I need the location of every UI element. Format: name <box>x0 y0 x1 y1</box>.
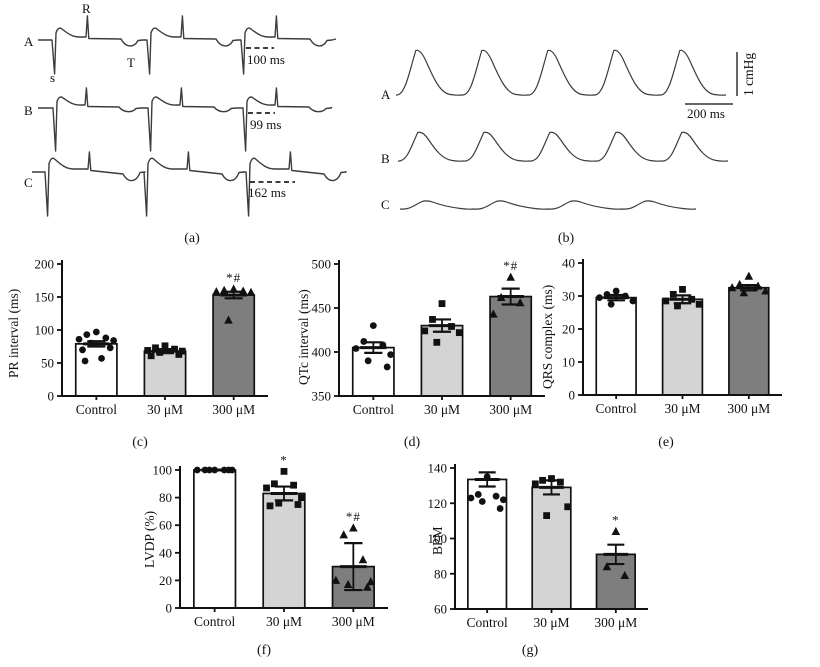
ecg-trace-label-b: B <box>24 103 33 118</box>
time-scale-label: 200 ms <box>687 106 725 121</box>
ecg-trace-label-a: A <box>24 34 34 49</box>
svg-text:30 μM: 30 μM <box>266 614 302 629</box>
panel-d-caption: (d) <box>403 435 421 450</box>
pressure-trace-label-c: C <box>381 197 390 212</box>
svg-text:30 μM: 30 μM <box>533 615 569 630</box>
t-wave-label: T <box>127 55 135 70</box>
svg-text:150: 150 <box>35 290 55 305</box>
pressure-trace-plot <box>395 49 738 210</box>
svg-text:30 μM: 30 μM <box>424 402 460 417</box>
ecg-trace-plot <box>32 15 347 217</box>
svg-text:Control: Control <box>76 402 118 417</box>
panel-a-caption: (a) <box>184 231 200 246</box>
interval-measurement-a: 100 ms <box>247 52 285 67</box>
panel-f-caption: (f) <box>257 643 271 658</box>
svg-text:500: 500 <box>312 257 332 272</box>
interval-measurement-c: 162 ms <box>248 185 286 200</box>
svg-text:*#: *# <box>226 270 241 285</box>
svg-text:Control: Control <box>194 614 236 629</box>
svg-text:100: 100 <box>35 323 55 338</box>
svg-text:0: 0 <box>569 388 576 403</box>
svg-text:30 μM: 30 μM <box>147 402 183 417</box>
svg-text:*: * <box>612 512 620 527</box>
svg-text:0: 0 <box>48 389 55 404</box>
panel-g-caption: (g) <box>521 643 539 658</box>
svg-text:*#: *# <box>503 258 518 273</box>
svg-text:300 μM: 300 μM <box>212 402 255 417</box>
bpm-axis-label: BPM <box>430 526 445 555</box>
pr-interval-bar-chart: 0 50 100 150 200 Control 30 μM 300 μM *# <box>35 257 268 417</box>
svg-text:Control: Control <box>353 402 395 417</box>
svg-text:300 μM: 300 μM <box>489 402 532 417</box>
svg-text:60: 60 <box>434 602 447 617</box>
svg-text:300 μM: 300 μM <box>594 615 637 630</box>
qtc-interval-bar-chart: 350 400 450 500 Control 30 μM 300 μM *# <box>312 257 545 417</box>
svg-text:450: 450 <box>312 301 332 316</box>
svg-text:120: 120 <box>428 496 448 511</box>
svg-text:30 μM: 30 μM <box>664 401 700 416</box>
svg-text:140: 140 <box>428 461 448 476</box>
pressure-trace-label-b: B <box>381 151 390 166</box>
svg-text:*: * <box>280 452 288 467</box>
svg-text:40: 40 <box>562 256 575 271</box>
interval-measurement-b: 99 ms <box>250 117 282 132</box>
svg-text:50: 50 <box>41 356 54 371</box>
svg-text:300 μM: 300 μM <box>727 401 770 416</box>
s-wave-label: s <box>50 70 56 85</box>
qrs-complex-bar-chart: 0 10 20 30 40 Control 30 μM 300 μM <box>562 256 782 416</box>
pressure-scale-label: 1 cmHg <box>741 52 756 96</box>
panel-e-caption: (e) <box>658 435 674 450</box>
qtc-interval-axis-label: QTc interval (ms) <box>296 289 311 385</box>
svg-text:400: 400 <box>312 345 332 360</box>
lvdp-axis-label: LVDP (%) <box>142 510 157 568</box>
svg-text:100: 100 <box>153 463 173 478</box>
svg-text:60: 60 <box>159 518 172 533</box>
svg-text:10: 10 <box>562 355 575 370</box>
svg-text:80: 80 <box>159 490 172 505</box>
svg-text:20: 20 <box>159 573 172 588</box>
panel-b-caption: (b) <box>557 231 575 246</box>
svg-text:Control: Control <box>596 401 638 416</box>
r-wave-label: R <box>82 1 91 16</box>
svg-text:20: 20 <box>562 322 575 337</box>
svg-text:100: 100 <box>428 531 448 546</box>
panel-c-caption: (c) <box>132 435 148 450</box>
svg-text:Control: Control <box>467 615 509 630</box>
qrs-complex-axis-label: QRS complex (ms) <box>540 284 555 389</box>
bpm-bar-chart: 60 80 100 120 140 Control 30 μM 300 μM * <box>428 461 648 630</box>
pressure-trace-label-a: A <box>381 87 391 102</box>
svg-text:200: 200 <box>35 257 55 272</box>
lvdp-bar-chart: 0 20 40 60 80 100 Control 30 μM * 300 μM *# <box>153 452 388 629</box>
svg-text:30: 30 <box>562 289 575 304</box>
svg-text:300 μM: 300 μM <box>332 614 375 629</box>
svg-text:40: 40 <box>159 545 172 560</box>
svg-text:*#: *# <box>346 509 361 524</box>
pr-interval-axis-label: PR interval (ms) <box>6 288 21 378</box>
svg-text:350: 350 <box>312 389 332 404</box>
ecg-trace-label-c: C <box>24 175 33 190</box>
svg-text:0: 0 <box>166 601 173 616</box>
svg-text:80: 80 <box>434 566 447 581</box>
